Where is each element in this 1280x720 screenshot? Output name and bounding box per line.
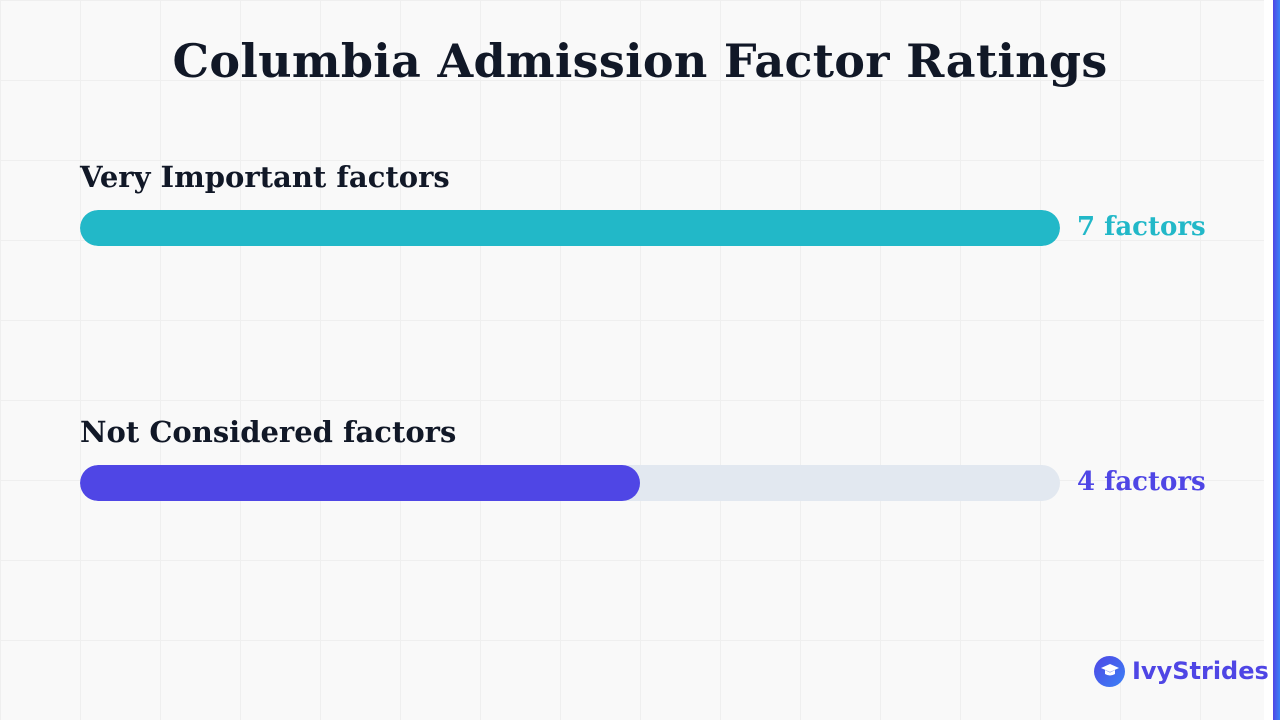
chart-title: Columbia Admission Factor Ratings — [172, 34, 1108, 88]
bar-track — [80, 210, 1060, 246]
bar-track — [80, 465, 1060, 501]
brand-logo: IvyStrides — [1094, 655, 1269, 687]
brand-name: IvyStrides — [1132, 657, 1269, 685]
bar-fill — [80, 465, 640, 501]
factor-label: Not Considered factors — [80, 415, 457, 449]
decorative-stripe — [1264, 0, 1280, 720]
bar-fill — [80, 210, 1060, 246]
factor-label: Very Important factors — [80, 160, 450, 194]
value-label: 7 factors — [1077, 212, 1206, 242]
value-label: 4 factors — [1077, 467, 1206, 497]
graduation-cap-icon — [1094, 655, 1125, 687]
